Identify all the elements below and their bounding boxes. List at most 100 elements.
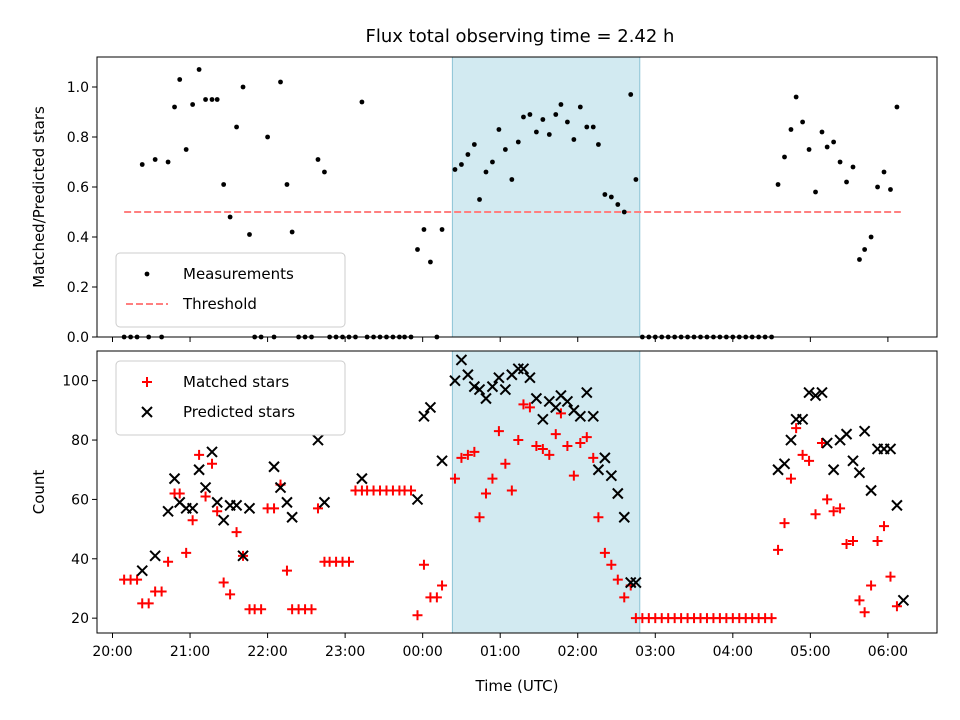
y-tick-label: 0.2 xyxy=(67,280,89,296)
data-point xyxy=(778,458,791,470)
legend-box xyxy=(115,252,346,328)
data-point xyxy=(418,410,430,423)
data-point xyxy=(590,124,596,130)
data-point xyxy=(608,194,614,200)
data-point xyxy=(819,129,825,135)
y-tick-label: 0.4 xyxy=(67,230,89,246)
data-point xyxy=(521,114,526,120)
data-point xyxy=(243,502,256,515)
data-point xyxy=(315,157,321,162)
data-point xyxy=(152,157,158,162)
data-point xyxy=(411,493,424,506)
legend-label: Predicted stars xyxy=(183,403,295,421)
data-point xyxy=(847,455,859,467)
data-point xyxy=(212,506,223,517)
legend-label: Threshold xyxy=(182,295,257,313)
data-point xyxy=(584,124,590,130)
data-point xyxy=(502,147,508,152)
data-point xyxy=(480,392,492,405)
data-point xyxy=(193,464,205,476)
data-point xyxy=(884,443,897,455)
data-point xyxy=(568,470,579,481)
data-point xyxy=(490,159,495,165)
data-point xyxy=(234,124,239,130)
data-point xyxy=(469,446,480,457)
data-point xyxy=(785,434,797,446)
data-point xyxy=(796,413,809,425)
data-point xyxy=(449,473,460,484)
data-point xyxy=(412,610,423,621)
data-point xyxy=(897,594,910,607)
data-point xyxy=(527,112,533,117)
data-point xyxy=(230,499,243,512)
data-point xyxy=(775,182,781,187)
data-point xyxy=(477,197,482,202)
data-point xyxy=(606,559,617,570)
legend-marker xyxy=(144,271,150,277)
data-point xyxy=(810,509,821,520)
data-point xyxy=(822,494,833,505)
panel-counts: 20 40 60 80 100 20:00 21:00 22:00 23:00 00:00 01:0… xyxy=(30,350,938,695)
data-point xyxy=(540,117,546,122)
data-point xyxy=(431,592,442,603)
x-tick-label: 20:00 xyxy=(92,644,132,660)
x-tick-label: 02:00 xyxy=(558,644,598,660)
data-point xyxy=(209,97,215,102)
data-point xyxy=(269,503,280,514)
data-point xyxy=(462,369,474,381)
data-point xyxy=(268,461,280,473)
data-point xyxy=(274,481,287,494)
data-point xyxy=(785,473,796,484)
data-point xyxy=(452,167,458,172)
data-point xyxy=(459,162,464,167)
data-point xyxy=(885,571,896,582)
data-point xyxy=(866,580,877,591)
plot-frame xyxy=(96,56,938,338)
x-tick-label: 21:00 xyxy=(170,644,210,660)
data-point xyxy=(256,604,267,615)
data-point xyxy=(625,576,637,589)
data-point xyxy=(881,169,887,175)
data-point xyxy=(190,102,196,107)
data-point xyxy=(599,547,610,558)
data-point xyxy=(602,192,608,197)
data-point xyxy=(612,574,623,585)
data-point xyxy=(515,139,521,145)
data-point xyxy=(872,535,883,546)
x-tick-label: 00:00 xyxy=(402,644,442,660)
data-point xyxy=(868,234,874,240)
series-matched-stars xyxy=(119,399,902,624)
data-point xyxy=(837,159,843,165)
data-point xyxy=(406,485,417,496)
data-point xyxy=(773,544,784,555)
data-point xyxy=(480,488,491,499)
data-point xyxy=(359,99,365,105)
legend: Matched stars Predicted stars xyxy=(115,360,346,436)
data-point xyxy=(804,455,815,466)
data-point xyxy=(289,229,295,235)
data-point xyxy=(581,386,593,399)
data-point xyxy=(227,214,233,220)
y-tick-label: 20 xyxy=(71,611,89,627)
data-point xyxy=(462,449,473,460)
data-point xyxy=(865,484,877,497)
data-point xyxy=(211,496,223,509)
data-point xyxy=(162,505,174,518)
data-point xyxy=(509,177,515,182)
data-point xyxy=(186,502,199,515)
data-point xyxy=(879,521,890,532)
data-point xyxy=(533,129,539,135)
data-point xyxy=(468,380,481,393)
data-point xyxy=(853,466,866,479)
data-point xyxy=(621,209,627,215)
data-point xyxy=(857,257,862,262)
data-point xyxy=(428,259,433,265)
data-point xyxy=(465,152,471,157)
data-point xyxy=(628,92,634,97)
data-point xyxy=(859,607,870,618)
data-point xyxy=(493,372,505,384)
data-point xyxy=(596,142,601,147)
data-point xyxy=(537,413,549,425)
data-point xyxy=(237,550,249,562)
data-point xyxy=(800,119,805,125)
